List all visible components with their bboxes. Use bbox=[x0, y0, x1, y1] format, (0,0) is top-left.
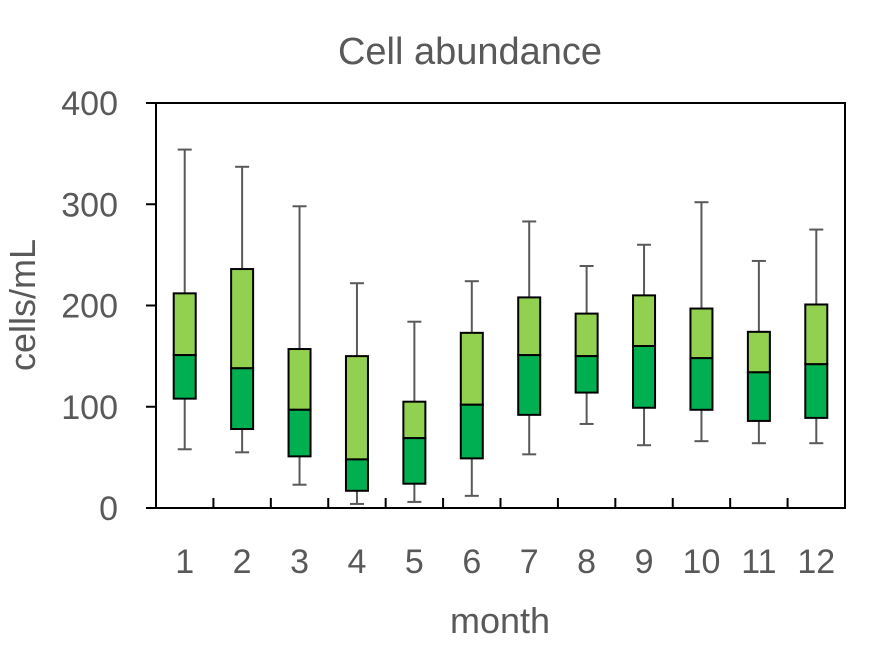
box-month-3 bbox=[287, 205, 312, 486]
box-lower bbox=[746, 371, 771, 422]
box-upper bbox=[574, 312, 599, 358]
box-lower bbox=[287, 408, 312, 458]
y-axis-label: cells/mL bbox=[2, 239, 43, 371]
box-month-2 bbox=[230, 165, 255, 454]
box-month-10 bbox=[689, 201, 714, 443]
y-axis-ticks: 0 100 200 300 400 bbox=[61, 85, 156, 528]
x-tick-label: 3 bbox=[290, 543, 309, 581]
box-upper bbox=[459, 331, 484, 406]
box-lower bbox=[804, 363, 829, 419]
box-lower bbox=[172, 354, 197, 400]
x-tick-label: 8 bbox=[577, 543, 596, 581]
box-month-6 bbox=[459, 280, 484, 497]
box-upper bbox=[287, 348, 312, 411]
x-axis-label: month bbox=[450, 600, 550, 641]
box-lower bbox=[344, 458, 369, 492]
x-tick-label: 9 bbox=[635, 543, 654, 581]
box-upper bbox=[804, 303, 829, 366]
box-lower bbox=[402, 437, 427, 485]
box-month-12 bbox=[804, 228, 829, 445]
x-axis-ticks: 1 2 3 4 5 6 7 8 9 10 11 12 bbox=[175, 498, 835, 581]
box-lower bbox=[574, 355, 599, 394]
x-tick-label: 11 bbox=[741, 543, 776, 581]
box-lower bbox=[689, 357, 714, 411]
box-upper bbox=[172, 292, 197, 357]
box-lower bbox=[230, 367, 255, 431]
x-tick-label: 1 bbox=[175, 543, 194, 581]
x-tick-label: 7 bbox=[520, 543, 539, 581]
plot-frame bbox=[155, 102, 846, 509]
box-upper bbox=[517, 296, 542, 357]
y-tick-label: 0 bbox=[99, 490, 118, 528]
y-tick-label: 400 bbox=[61, 85, 118, 123]
box-upper bbox=[746, 330, 771, 374]
x-tick-label: 12 bbox=[797, 543, 835, 581]
x-tick-label: 6 bbox=[462, 543, 481, 581]
x-tick-label: 5 bbox=[405, 543, 424, 581]
box-upper bbox=[230, 268, 255, 370]
box-month-4 bbox=[344, 282, 369, 505]
box-month-5 bbox=[402, 320, 427, 503]
box-month-9 bbox=[632, 243, 657, 447]
box-upper bbox=[632, 294, 657, 347]
box-lower bbox=[459, 403, 484, 460]
box-upper bbox=[344, 355, 369, 461]
box-series bbox=[172, 148, 829, 505]
box-upper bbox=[689, 307, 714, 360]
box-month-7 bbox=[517, 220, 542, 456]
x-tick-label: 2 bbox=[233, 543, 252, 581]
y-tick-label: 300 bbox=[61, 186, 118, 224]
box-upper bbox=[402, 400, 427, 440]
box-lower bbox=[632, 345, 657, 409]
box-month-8 bbox=[574, 265, 599, 425]
y-tick-label: 100 bbox=[61, 389, 118, 427]
box-lower bbox=[517, 354, 542, 416]
chart-title: Cell abundance bbox=[338, 31, 602, 73]
box-month-1 bbox=[172, 148, 197, 451]
x-tick-label: 4 bbox=[347, 543, 366, 581]
y-tick-label: 200 bbox=[61, 288, 118, 326]
box-month-11 bbox=[746, 259, 771, 445]
x-tick-label: 10 bbox=[683, 543, 721, 581]
